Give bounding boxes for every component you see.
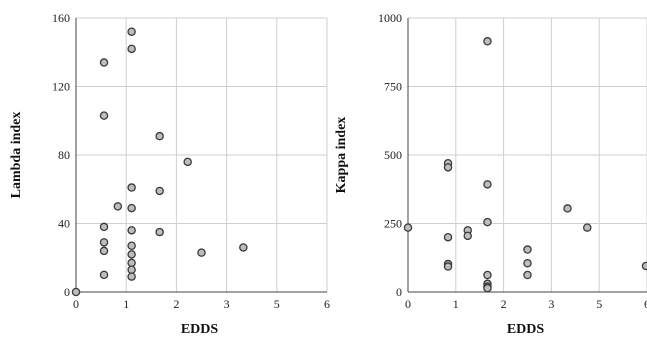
lambda-y-tick-label: 160	[52, 11, 70, 25]
lambda-y-tick-label: 120	[52, 80, 70, 94]
lambda-x-tick-label: 3	[224, 297, 230, 311]
kappa-x-tick-label: 1	[453, 297, 459, 311]
lambda-data-point-15	[127, 258, 136, 268]
kappa-data-point-9	[483, 180, 492, 189]
lambda-data-point-14	[127, 250, 136, 259]
lambda-data-point-21	[183, 157, 192, 167]
kappa-data-point-5	[443, 262, 453, 271]
lambda-data-point-13	[127, 241, 136, 251]
kappa-data-point-10	[483, 217, 492, 227]
kappa-data-point-18	[563, 204, 572, 213]
lambda-data-point-9	[127, 44, 136, 54]
kappa-data-point-20	[641, 261, 647, 271]
kappa-data-point-15	[523, 245, 532, 254]
lambda-data-point-17	[127, 272, 136, 281]
lambda-x-tick-label: 1	[123, 297, 129, 311]
lambda-data-point-11	[127, 203, 136, 213]
lambda-y-tick-label: 40	[58, 217, 70, 231]
kappa-x-tick-label: 5	[596, 297, 602, 311]
kappa-y-tick-label: 500	[384, 148, 402, 162]
lambda-y-tick-label: 0	[64, 285, 70, 299]
kappa-data-point-7	[463, 231, 472, 241]
kappa-y-tick-label: 0	[396, 285, 402, 299]
kappa-data-point-11	[483, 270, 492, 280]
lambda-x-axis-title: EDDS	[181, 322, 219, 337]
lambda-data-point-8	[127, 27, 136, 36]
lambda-data-point-10	[127, 183, 136, 192]
kappa-x-tick-label: 2	[501, 297, 507, 311]
lambda-x-tick-label: 2	[173, 297, 179, 311]
kappa-data-point-8	[483, 37, 492, 46]
kappa-data-point-19	[583, 223, 592, 232]
lambda-data-point-12	[127, 226, 136, 235]
lambda-chart: 0 1 2 3 5 6 0 40 80 120 160 EDDS Lambda index	[9, 11, 330, 337]
lambda-data-point-7	[113, 202, 123, 211]
kappa-y-tick-label: 250	[384, 217, 402, 231]
lambda-y-axis-title: Lambda index	[9, 112, 24, 199]
lambda-data-point-0	[71, 287, 81, 297]
lambda-data-point-23	[239, 243, 248, 252]
kappa-x-tick-label: 6	[644, 297, 647, 311]
kappa-x-tick-label: 0	[405, 297, 411, 311]
lambda-x-tick-label: 5	[274, 297, 280, 311]
kappa-chart: 0 1 2 3 5 6 0 250 500 750 1000 EDDS Kappa index	[334, 11, 647, 337]
lambda-data-point-6	[99, 270, 109, 280]
kappa-data-point-16	[523, 258, 532, 268]
lambda-x-tick-label: 0	[73, 297, 79, 311]
kappa-data-point-2	[443, 163, 453, 172]
lambda-x-tick-label: 6	[324, 297, 330, 311]
kappa-y-axis-title: Kappa index	[334, 117, 349, 194]
lambda-data-point-18	[155, 131, 164, 141]
kappa-y-tick-label: 750	[384, 80, 402, 94]
lambda-data-point-20	[155, 227, 164, 237]
lambda-data-point-1	[99, 58, 109, 67]
lambda-y-tick-label: 80	[58, 148, 70, 162]
kappa-x-axis-title: EDDS	[507, 322, 545, 337]
lambda-data-point-2	[99, 111, 109, 120]
lambda-data-point-4	[99, 238, 109, 247]
kappa-data-point-0	[403, 223, 413, 232]
lambda-data-point-16	[127, 265, 136, 274]
lambda-data-point-5	[99, 246, 109, 256]
kappa-data-point-14	[483, 283, 492, 293]
lambda-data-point-19	[155, 186, 164, 196]
kappa-data-point-17	[523, 270, 532, 280]
kappa-y-tick-label: 1000	[378, 11, 402, 25]
kappa-x-tick-label: 3	[548, 297, 554, 311]
lambda-data-point-3	[99, 222, 109, 232]
lambda-data-point-22	[197, 248, 206, 257]
kappa-data-point-3	[443, 232, 453, 242]
